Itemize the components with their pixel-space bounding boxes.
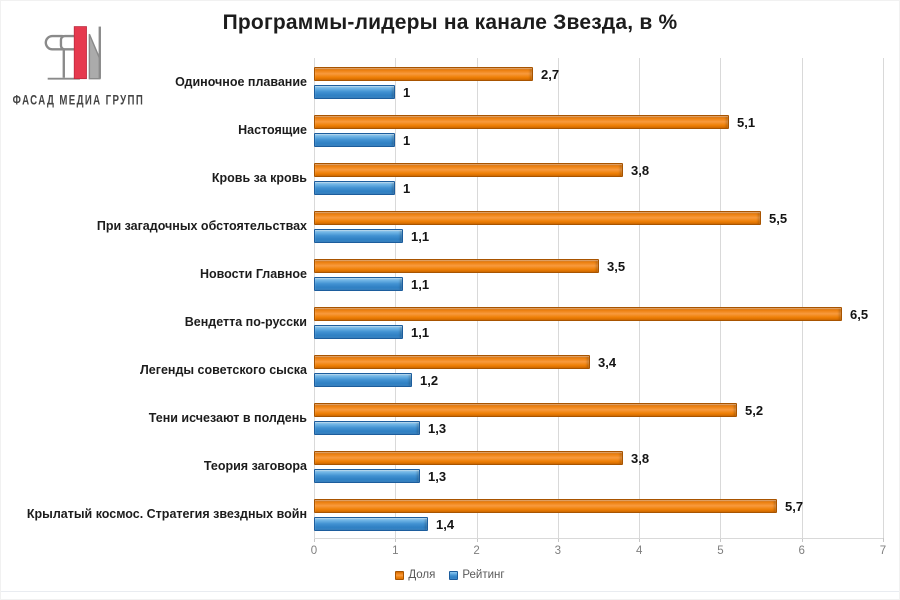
chart-title: Программы-лидеры на канале Звезда, в % (222, 11, 678, 34)
plot-area: 2,7 1 5,1 1 3,8 1 5,5 1,1 3,5 1,1 6,5 1,1 3,4 1,2 5,2 1… (314, 58, 884, 542)
gridline (802, 58, 803, 538)
x-tick-label: 2 (473, 545, 480, 557)
category-label: Кровь за кровь (211, 171, 307, 185)
legend-swatch (449, 570, 459, 580)
x-tick-label: 3 (554, 545, 562, 557)
legend-label: Рейтинг (462, 569, 505, 581)
value-label: 5,1 (737, 114, 756, 130)
value-label: 1,1 (411, 324, 430, 340)
bar-dolya (314, 259, 599, 273)
value-label: 1 (403, 180, 411, 196)
category-label: Крылатый космос. Стратегия звездных войн (26, 507, 307, 521)
axis-tick-mark (883, 538, 884, 542)
category-label: Одиночное плавание (175, 75, 307, 89)
bar-dolya (314, 403, 737, 417)
category-label: При загадочных обстоятельствах (96, 219, 307, 233)
gridline (883, 58, 884, 538)
bar-reyting (314, 517, 428, 531)
value-label: 1,4 (436, 516, 455, 532)
legend-item-dolya: Доля (395, 569, 435, 581)
category-label: Вендетта по-русски (184, 315, 307, 329)
bar-reyting (314, 325, 403, 339)
value-label: 1 (403, 132, 411, 148)
x-axis-line (314, 538, 883, 539)
x-tick-label: 0 (310, 545, 318, 557)
gridline (720, 58, 721, 538)
category-label: Новости Главное (199, 267, 307, 281)
value-label: 5,2 (745, 402, 764, 418)
bar-reyting (314, 373, 412, 387)
value-label: 5,7 (785, 498, 804, 514)
legend-label: Доля (408, 569, 436, 581)
x-tick-label: 4 (635, 545, 643, 557)
category-label: Теория заговора (203, 459, 307, 473)
gridline (639, 58, 640, 538)
x-tick-label: 7 (879, 545, 887, 557)
axis-tick-mark (802, 538, 803, 542)
gridline (477, 58, 478, 538)
value-label: 1,1 (411, 228, 430, 244)
bar-dolya (314, 355, 590, 369)
company-logo: ФАСАД МЕДИА ГРУПП (7, 19, 149, 109)
value-label: 1 (403, 84, 411, 100)
bar-dolya (314, 115, 729, 129)
category-label: Легенды советского сыска (140, 363, 307, 377)
gridline (314, 58, 315, 538)
logo-mark (44, 26, 101, 80)
category-label: Настоящие (238, 123, 307, 137)
category-label: Тени исчезают в полдень (148, 411, 307, 425)
bar-dolya (314, 163, 623, 177)
value-label: 6,5 (850, 306, 869, 322)
value-label: 1,3 (428, 468, 447, 484)
bar-reyting (314, 421, 420, 435)
bar-reyting (314, 181, 395, 195)
bar-dolya (314, 451, 623, 465)
bar-reyting (314, 277, 403, 291)
axis-tick-mark (395, 538, 396, 542)
value-label: 3,5 (607, 258, 626, 274)
bar-dolya (314, 307, 842, 321)
value-label: 1,1 (411, 276, 430, 292)
legend-swatch (395, 570, 405, 580)
value-label: 2,7 (541, 66, 560, 82)
gridline (558, 58, 559, 538)
value-label: 1,2 (420, 372, 439, 388)
logo-text: ФАСАД МЕДИА ГРУПП (12, 93, 145, 109)
gridline (395, 58, 396, 538)
x-tick-label: 1 (392, 545, 399, 557)
bar-dolya (314, 211, 761, 225)
axis-tick-mark (314, 538, 315, 542)
bottom-divider (1, 591, 899, 592)
legend: Доля Рейтинг (1, 569, 899, 581)
axis-tick-mark (477, 538, 478, 542)
bar-reyting (314, 85, 395, 99)
value-label: 1,3 (428, 420, 447, 436)
value-label: 3,8 (631, 450, 650, 466)
axis-tick-mark (639, 538, 640, 542)
bar-reyting (314, 229, 403, 243)
value-label: 3,4 (598, 354, 617, 370)
legend-item-reyting: Рейтинг (449, 569, 505, 581)
axis-tick-mark (558, 538, 559, 542)
bar-dolya (314, 499, 777, 513)
x-tick-label: 5 (717, 545, 724, 557)
bar-dolya (314, 67, 533, 81)
bar-reyting (314, 133, 395, 147)
value-label: 5,5 (769, 210, 788, 226)
bar-reyting (314, 469, 420, 483)
x-tick-label: 6 (798, 545, 805, 557)
axis-tick-mark (720, 538, 721, 542)
value-label: 3,8 (631, 162, 650, 178)
